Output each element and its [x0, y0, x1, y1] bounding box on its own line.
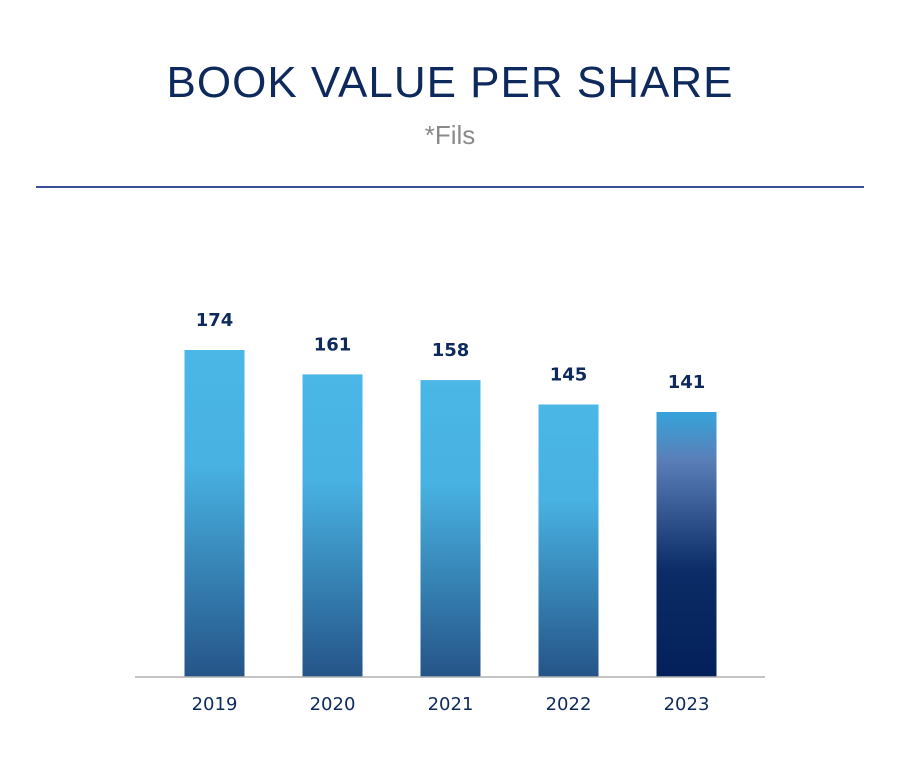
chart-subtitle: *Fils	[424, 120, 476, 150]
x-tick-label-2019: 2019	[192, 694, 238, 715]
bar-2023	[656, 412, 717, 677]
bar-2019	[184, 350, 245, 677]
bar-2021	[420, 380, 481, 677]
bar-value-label-2023: 141	[668, 372, 706, 393]
chart-title: BOOK VALUE PER SHARE	[166, 58, 734, 107]
bar-value-label-2020: 161	[314, 334, 352, 355]
x-tick-label-2022: 2022	[546, 694, 592, 715]
x-tick-label-2023: 2023	[664, 694, 710, 715]
bar-value-label-2019: 174	[196, 310, 234, 331]
x-tick-label-2021: 2021	[428, 694, 474, 715]
bar-value-label-2022: 145	[550, 365, 588, 386]
bar-2020	[302, 374, 363, 677]
x-tick-label-2020: 2020	[310, 694, 356, 715]
bar-group: 174 2019 161 2020 158 2021 145 2022 141 2023	[184, 310, 717, 715]
header-divider	[36, 186, 864, 188]
bar-value-label-2021: 158	[432, 340, 470, 361]
bar-2022	[538, 404, 599, 677]
